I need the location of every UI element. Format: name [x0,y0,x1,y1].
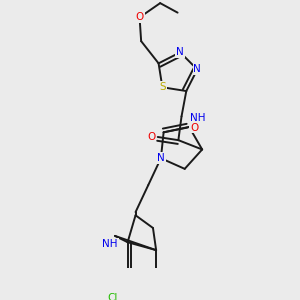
Text: O: O [190,123,199,133]
Text: NH: NH [102,239,118,249]
Text: NH: NH [190,113,206,123]
Text: O: O [147,132,156,142]
Text: Cl: Cl [107,292,118,300]
Text: N: N [157,153,165,163]
Text: S: S [159,82,166,92]
Text: N: N [194,64,201,74]
Text: N: N [176,47,184,57]
Text: O: O [135,12,144,22]
